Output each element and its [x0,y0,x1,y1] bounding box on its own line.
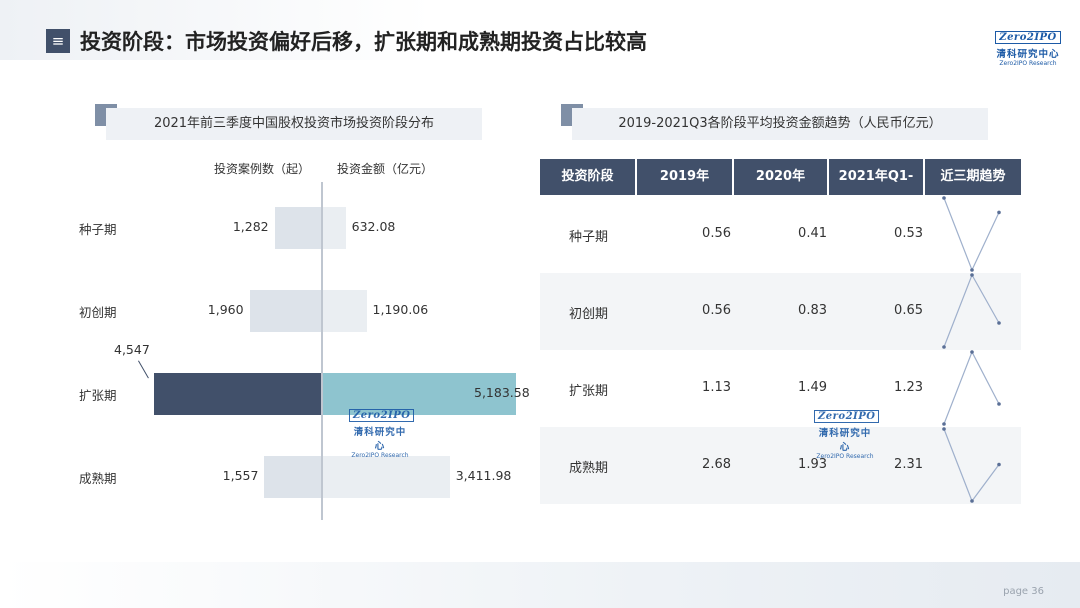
menu-icon: ≡ [46,29,70,53]
trend-point [970,499,974,503]
cases-value-label: 1,282 [232,219,269,234]
watermark-logo-left: Zero2IPO 清科研究中心 Zero2IPO Research [349,403,415,459]
value-cell: 0.56 [702,226,731,241]
amount-value-label: 632.08 [351,219,396,234]
logo-en-text: Zero2IPO Research [999,60,1057,67]
trend-point [942,196,946,200]
value-cell: 0.53 [894,226,923,241]
table-row [540,427,1021,504]
watermark-mark-left: Zero2IPO [349,409,415,422]
table-header-cell: 投资阶段 [540,159,635,195]
value-cell: 1.93 [798,457,827,472]
trend-point [997,402,1001,406]
chart-center-axis [321,182,323,520]
logo-cn-text: 清科研究中心 [996,49,1060,60]
watermark-cn-right: 清科研究中心 [818,428,872,453]
amount-bar [322,373,516,415]
cases-bar [274,207,322,249]
value-cell: 2.68 [702,457,731,472]
amount-value-label: 1,190.06 [372,302,429,317]
value-cell: 1.13 [702,380,731,395]
value-cell: 1.23 [894,380,923,395]
brand-logo: Zero2IPO 清科研究中心 Zero2IPO Research [995,25,1061,67]
footer-background [0,562,1080,608]
watermark-cn-left: 清科研究中心 [353,427,407,452]
table-header-cell: 2019年 [637,159,732,195]
trend-line [943,428,1000,503]
stage-cell: 扩张期 [569,384,609,399]
trend-point [997,210,1001,215]
page-title: 投资阶段：市场投资偏好后移，扩张期和成熟期投资占比较高 [80,30,647,54]
amount-bar [322,290,367,332]
trend-point [942,345,946,349]
cases-value-label: 1,557 [222,468,259,483]
table-row [540,350,1021,427]
trend-point [970,350,974,354]
trend-point [942,422,946,426]
page-number: page 36 [1003,586,1044,597]
watermark-logo-right: Zero2IPO 清科研究中心 Zero2IPO Research [814,404,880,460]
watermark-mark-right: Zero2IPO [814,410,880,423]
trend-point [997,462,1001,467]
category-label: 扩张期 [79,388,117,403]
stage-cell: 成熟期 [569,461,609,476]
value-cell: 1.49 [798,380,827,395]
table-row [540,196,1021,273]
logo-mark: Zero2IPO [995,31,1061,44]
watermark-en-left: Zero2IPO Research [351,452,409,459]
value-cell: 2.31 [894,457,923,472]
value-cell: 0.41 [798,226,827,241]
amount-bar [322,456,450,498]
trend-point [942,427,946,431]
left-series-header-amount: 投资金额（亿元） [337,162,434,176]
trend-point [997,321,1001,325]
amount-value-label: 3,411.98 [455,468,512,483]
table-header-cell: 2020年 [734,159,827,195]
value-cell: 0.83 [798,303,827,318]
left-series-header-cases: 投资案例数（起） [214,162,311,176]
amount-value-label: 5,183.58 [474,385,530,400]
category-label: 成熟期 [79,471,117,486]
category-label: 初创期 [79,305,117,320]
header-background [0,0,1080,60]
value-cell: 0.65 [894,303,923,318]
table-row [540,273,1021,350]
trend-point [970,273,974,277]
watermark-en-right: Zero2IPO Research [816,453,874,460]
category-label: 种子期 [79,222,117,237]
cases-bar [249,290,322,332]
amount-bar [322,207,346,249]
cases-value-label: 1,960 [207,302,244,317]
left-chart-title: 2021年前三季度中国股权投资市场投资阶段分布 [106,108,482,140]
right-chart-title: 2019-2021Q3各阶段平均投资金额趋势（人民币亿元） [572,108,988,140]
cases-bar [154,373,322,415]
cases-bar [264,456,322,498]
stage-cell: 种子期 [569,230,609,245]
cases-value-label: 4,547 [114,342,150,357]
stage-cell: 初创期 [569,307,609,322]
table-header-cell: 2021年Q1-Q3 [829,159,923,220]
table-header-cell: 近三期趋势 [925,159,1021,195]
trend-point [970,268,974,272]
value-cell: 0.56 [702,303,731,318]
